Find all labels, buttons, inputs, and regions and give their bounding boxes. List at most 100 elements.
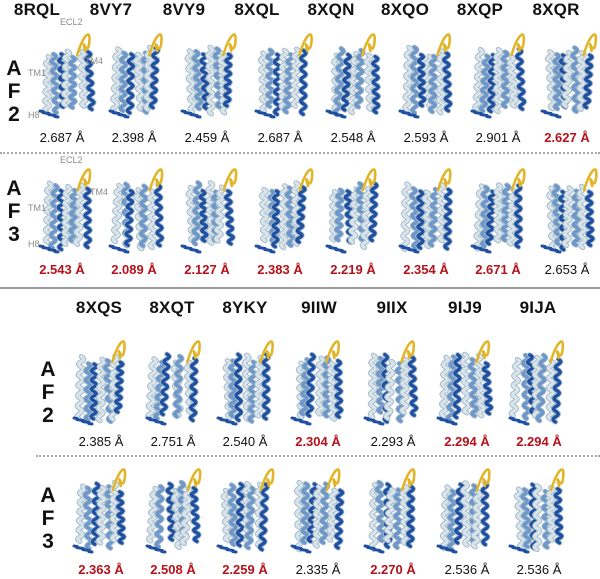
- helix-segment: [147, 189, 157, 250]
- helix-segment: [409, 186, 420, 250]
- helix-segment: [42, 54, 53, 115]
- helix-segment: [416, 53, 427, 108]
- helix-segment: [513, 183, 523, 249]
- protein-ribbon: [145, 340, 201, 426]
- helix-segment: [222, 52, 233, 108]
- rmsd-value: 2.304 Å: [295, 434, 341, 449]
- helix-segment: [75, 33, 91, 57]
- helix-segment: [279, 184, 289, 250]
- helix-segment: [154, 183, 164, 248]
- helix-segment: [400, 357, 410, 415]
- protein-ribbon: [436, 340, 494, 426]
- tm4-annotation: TM4: [85, 56, 103, 66]
- pdb-id-header: 8RQL: [13, 0, 61, 19]
- helix-segment: [38, 244, 60, 254]
- helix-segment: [254, 355, 265, 418]
- helix-segment: [61, 184, 72, 246]
- helix-segment: [192, 49, 204, 111]
- helix-segment: [553, 487, 564, 545]
- helix-segment: [436, 49, 446, 115]
- helix-segment: [340, 52, 352, 112]
- pdb-id-header: 8XQP: [456, 0, 504, 19]
- protein-ribbon: [38, 33, 97, 119]
- helix-segment: [443, 187, 453, 251]
- rmsd-value: 2.671 Å: [475, 262, 521, 277]
- helix-segment: [124, 189, 135, 247]
- helix-segment: [319, 482, 330, 545]
- helix-segment: [532, 484, 542, 552]
- helix-segment: [139, 184, 148, 248]
- helix-segment: [254, 109, 276, 119]
- helix-segment: [325, 244, 347, 254]
- helix-segment: [442, 51, 453, 113]
- rmsd-value: 2.540 Å: [222, 434, 268, 449]
- helix-segment: [325, 109, 347, 119]
- helix-segment: [165, 482, 177, 542]
- helix-segment: [76, 168, 92, 192]
- helix-segment: [96, 485, 107, 545]
- rmsd-value: 2.593 Å: [403, 130, 449, 145]
- helix-segment: [172, 354, 184, 419]
- helix-segment: [436, 168, 452, 192]
- rmsd-value: 2.627 Å: [544, 130, 590, 145]
- row-label-af3: A F 3: [40, 484, 56, 553]
- helix-segment: [221, 488, 232, 543]
- pdb-id-header: 8VY7: [89, 0, 133, 19]
- helix-segment: [221, 33, 237, 57]
- pdb-id-header: 8XQO: [380, 0, 430, 19]
- protein-ribbon: [216, 340, 274, 426]
- helix-segment: [363, 416, 385, 426]
- helix-segment: [38, 109, 60, 119]
- helix-segment: [480, 185, 490, 248]
- helix-segment: [428, 54, 438, 114]
- protein-ribbon: [508, 468, 565, 554]
- panel-separator: [0, 287, 600, 289]
- helix-segment: [233, 352, 243, 422]
- tm1-annotation: TM1: [28, 203, 46, 213]
- helix-segment: [562, 186, 573, 248]
- helix-segment: [214, 185, 226, 243]
- helix-segment: [375, 480, 386, 543]
- rmsd-value: 2.270 Å: [370, 562, 416, 577]
- helix-segment: [148, 168, 164, 192]
- protein-ribbon: [508, 340, 565, 426]
- helix-segment: [480, 481, 490, 547]
- rmsd-value: 2.294 Å: [444, 434, 490, 449]
- helix-segment: [300, 482, 310, 545]
- helix-segment: [398, 109, 420, 119]
- helix-segment: [508, 544, 530, 554]
- row-label-af2: A F 2: [40, 358, 56, 427]
- rmsd-value: 2.543 Å: [39, 262, 85, 277]
- helix-segment: [244, 486, 256, 550]
- helix-segment: [191, 180, 202, 246]
- pdb-id-header: 9IIW: [301, 298, 337, 317]
- helix-segment: [471, 490, 483, 549]
- protein-ribbon: [216, 468, 275, 554]
- helix-segment: [384, 488, 396, 543]
- helix-segment: [407, 355, 419, 417]
- helix-segment: [49, 52, 61, 115]
- helix-segment: [334, 188, 345, 242]
- rmsd-value: 2.294 Å: [516, 434, 562, 449]
- helix-segment: [453, 482, 465, 545]
- helix-segment: [327, 361, 339, 421]
- helix-segment: [68, 55, 77, 110]
- helix-segment: [147, 33, 163, 57]
- helix-segment: [521, 353, 531, 421]
- rmsd-value: 2.653 Å: [544, 262, 590, 277]
- helix-segment: [48, 183, 60, 250]
- helix-segment: [110, 340, 126, 364]
- helix-segment: [325, 340, 340, 364]
- helix-segment: [368, 181, 379, 243]
- rmsd-value: 2.687 Å: [257, 130, 303, 145]
- protein-ribbon: [540, 168, 598, 254]
- rmsd-value: 2.089 Å: [111, 262, 157, 277]
- protein-ribbon: [145, 468, 202, 554]
- pdb-id-header: 9IIX: [376, 298, 408, 317]
- helix-segment: [369, 483, 379, 551]
- pdb-id-header: 8YKY: [222, 298, 268, 317]
- helix-segment: [354, 48, 365, 109]
- helix-segment: [282, 52, 295, 114]
- dotted-separator: [0, 152, 600, 154]
- helix-segment: [562, 50, 573, 108]
